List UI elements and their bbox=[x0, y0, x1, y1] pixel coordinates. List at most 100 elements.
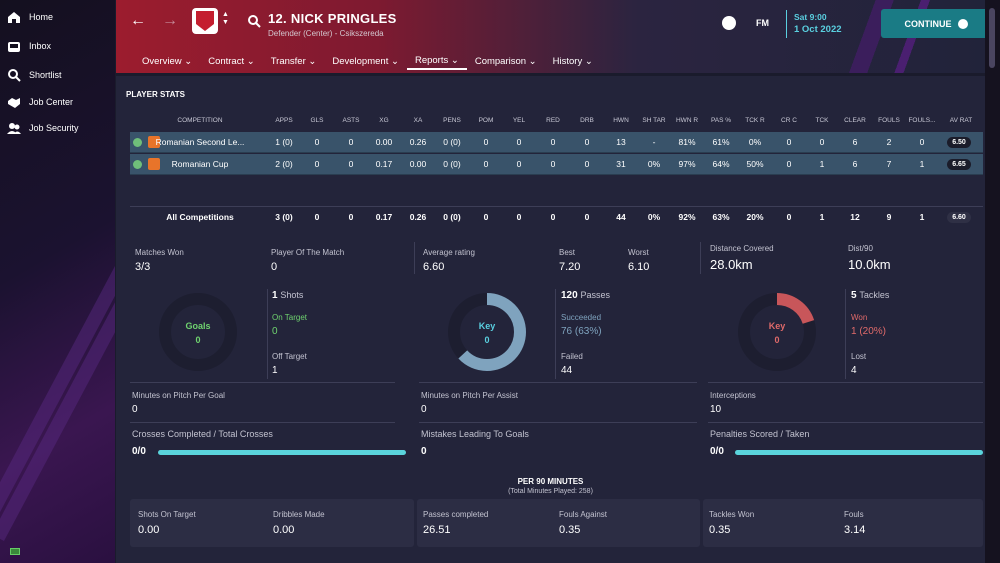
divider bbox=[708, 422, 983, 423]
stat-cell: 44 bbox=[616, 212, 626, 222]
passes-failed-label: Failed bbox=[561, 352, 583, 361]
club-crest[interactable] bbox=[192, 8, 218, 34]
competition-logo-icon bbox=[148, 158, 160, 170]
column-header[interactable]: FOULS... bbox=[908, 117, 936, 124]
tab-comparison[interactable]: Comparison ⌄ bbox=[474, 55, 537, 67]
divider bbox=[267, 289, 268, 379]
column-header[interactable]: COMPETITION bbox=[177, 117, 223, 124]
column-header[interactable]: XA bbox=[413, 117, 423, 124]
stat-cell: 13 bbox=[616, 137, 626, 147]
per90-value: 0.00 bbox=[273, 524, 295, 536]
stat-cell: 0.17 bbox=[375, 212, 393, 222]
tab-reports[interactable]: Reports ⌄ bbox=[406, 52, 467, 70]
column-header[interactable]: RED bbox=[546, 117, 560, 124]
sidebar-item-job-security[interactable]: Job Security bbox=[6, 117, 79, 139]
passes-failed-value: 44 bbox=[561, 365, 573, 376]
column-header[interactable]: POM bbox=[478, 117, 494, 124]
goals-donut-track bbox=[159, 293, 237, 371]
tab-development[interactable]: Development ⌄ bbox=[332, 55, 399, 67]
column-header[interactable]: FOULS bbox=[878, 117, 900, 124]
total-row: All Competitions 3 (0) 0 0 0.17 0.26 0 (0) 0 0 0 0… bbox=[130, 207, 983, 228]
stat-cell: 0 bbox=[314, 159, 320, 169]
stat-cell: - bbox=[652, 137, 656, 147]
off-target-value: 1 bbox=[272, 365, 278, 376]
on-target-value: 0 bbox=[272, 326, 278, 337]
stat-cell: 0 bbox=[314, 137, 320, 147]
column-header[interactable]: XG bbox=[379, 117, 389, 124]
sidebar-item-job-center[interactable]: Job Center bbox=[6, 91, 73, 113]
interceptions-label: Interceptions bbox=[710, 391, 756, 400]
table-row[interactable]: Romanian Cup 2 (0) 0 0 0.17 0.00 0 (0) 0 0 0 0 31 0%… bbox=[130, 154, 983, 175]
tab-history[interactable]: History ⌄ bbox=[552, 55, 593, 67]
sidebar-item-home[interactable]: Home bbox=[6, 6, 53, 28]
goals-donut bbox=[159, 293, 237, 371]
sidebar-item-label: Home bbox=[29, 12, 54, 22]
column-header[interactable]: GLS bbox=[310, 117, 324, 124]
column-header[interactable]: HWN R bbox=[675, 117, 699, 124]
sidebar-item-inbox[interactable]: Inbox bbox=[6, 35, 51, 57]
player-role: Defender (Center) - Csikszereda bbox=[268, 29, 384, 38]
forward-button[interactable]: → bbox=[162, 12, 178, 29]
column-header[interactable]: SH TAR bbox=[642, 117, 666, 124]
scrollbar[interactable] bbox=[989, 8, 995, 68]
on-target-label: On Target bbox=[272, 313, 307, 322]
sidebar-item-shortlist[interactable]: Shortlist bbox=[6, 64, 62, 86]
crest-shape bbox=[196, 11, 214, 31]
penalties-label: Penalties Scored / Taken bbox=[710, 429, 810, 439]
competition-name[interactable]: Romanian Second Le... bbox=[155, 137, 245, 147]
report-panel: PLAYER STATS COMPETITION APPS GLS ASTS XG XA P… bbox=[116, 76, 985, 563]
per90-label: Shots On Target bbox=[138, 510, 196, 519]
stat-cell: 0 bbox=[786, 137, 792, 147]
back-button[interactable]: ← bbox=[130, 12, 146, 29]
tab-contract[interactable]: Contract ⌄ bbox=[208, 55, 255, 67]
stat-cell: 1 bbox=[819, 159, 825, 169]
divider bbox=[845, 289, 846, 379]
stat-cell: 97% bbox=[678, 159, 696, 169]
column-header[interactable]: HWN bbox=[613, 117, 629, 124]
status-icon bbox=[10, 548, 20, 555]
table-row[interactable]: Romanian Second Le... 1 (0) 0 0 0.00 0.26 0 (0… bbox=[130, 132, 983, 153]
column-header[interactable]: CR C bbox=[781, 117, 797, 124]
divider bbox=[414, 242, 415, 274]
distance-label: Distance Covered bbox=[710, 244, 774, 253]
column-header[interactable]: TCK R bbox=[745, 117, 765, 124]
stat-cell: 0 bbox=[348, 159, 354, 169]
per90-value: 0.00 bbox=[138, 524, 160, 536]
column-header[interactable]: AV RAT bbox=[949, 117, 973, 124]
stat-cell: 0 bbox=[786, 212, 792, 222]
tackles-won-value: 1 (20%) bbox=[851, 326, 887, 337]
divider bbox=[555, 289, 556, 379]
competition-name[interactable]: Romanian Cup bbox=[171, 159, 229, 169]
column-header[interactable]: DRB bbox=[580, 117, 594, 124]
continue-button[interactable]: CONTINUE bbox=[881, 9, 985, 38]
competition-name[interactable]: All Competitions bbox=[166, 212, 234, 222]
stat-cell: 0 bbox=[483, 159, 489, 169]
tab-overview[interactable]: Overview ⌄ bbox=[142, 55, 193, 67]
per90-subtitle: (Total Minutes Played: 258) bbox=[508, 488, 593, 495]
column-header[interactable]: PENS bbox=[443, 117, 461, 124]
stat-cell: 0.17 bbox=[375, 159, 393, 169]
chevron-updown-icon[interactable]: ▲ ▼ bbox=[222, 11, 229, 26]
stat-cell: 92% bbox=[678, 212, 696, 222]
passes-donut bbox=[448, 293, 526, 371]
search-icon[interactable] bbox=[247, 14, 261, 33]
stat-cell: 0.00 bbox=[375, 137, 393, 147]
potm-label: Player Of The Match bbox=[271, 248, 345, 257]
stat-cell: 0 bbox=[584, 212, 590, 222]
column-header[interactable]: ASTS bbox=[342, 117, 360, 124]
worst-label: Worst bbox=[628, 248, 649, 257]
column-header[interactable]: CLEAR bbox=[844, 117, 866, 124]
fm-logo[interactable]: FM bbox=[756, 18, 769, 28]
potm-value: 0 bbox=[271, 261, 278, 273]
column-header[interactable]: TCK bbox=[815, 117, 829, 124]
column-header[interactable]: YEL bbox=[512, 117, 526, 124]
passes-succeeded-value: 76 (63%) bbox=[561, 326, 602, 337]
interceptions-value: 10 bbox=[710, 404, 722, 415]
tab-transfer[interactable]: Transfer ⌄ bbox=[270, 55, 317, 67]
ball-icon[interactable] bbox=[722, 16, 736, 30]
column-header[interactable]: APPS bbox=[275, 117, 293, 124]
rating-badge: 6.65 bbox=[947, 159, 971, 170]
search-icon bbox=[6, 67, 22, 83]
stat-cell: 0 (0) bbox=[443, 137, 461, 147]
column-header[interactable]: PAS % bbox=[710, 117, 732, 124]
